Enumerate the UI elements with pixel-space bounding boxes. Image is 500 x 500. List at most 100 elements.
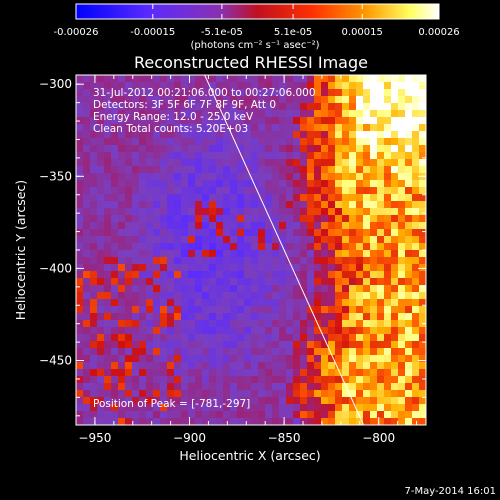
- heatmap-cell: [307, 334, 315, 342]
- heatmap-cell: [223, 418, 231, 425]
- heatmap-cell: [377, 187, 385, 195]
- heatmap-cell: [377, 166, 385, 174]
- heatmap-cell: [174, 222, 182, 230]
- heatmap-cell: [181, 229, 189, 237]
- heatmap-cell: [167, 145, 175, 153]
- heatmap-cell: [328, 348, 336, 356]
- heatmap-cell: [377, 390, 385, 398]
- heatmap-cell: [328, 110, 336, 118]
- heatmap-cell: [286, 82, 294, 90]
- heatmap-cell: [321, 278, 329, 286]
- heatmap-cell: [412, 299, 420, 307]
- heatmap-cell: [419, 152, 426, 160]
- colorbar-tick-label: -5.1e-05: [201, 27, 243, 38]
- heatmap-cell: [125, 103, 133, 111]
- heatmap-cell: [76, 397, 84, 405]
- heatmap-cell: [342, 411, 350, 419]
- heatmap-cell: [307, 159, 315, 167]
- heatmap-cell: [328, 201, 336, 209]
- heatmap-cell: [153, 306, 161, 314]
- heatmap-cell: [139, 299, 147, 307]
- heatmap-cell: [384, 299, 392, 307]
- heatmap-cell: [209, 278, 217, 286]
- heatmap-cell: [244, 278, 252, 286]
- heatmap-cell: [405, 264, 413, 272]
- heatmap-cell: [97, 390, 105, 398]
- heatmap-cell: [307, 145, 315, 153]
- heatmap-cell: [202, 138, 210, 146]
- heatmap-cell: [216, 180, 224, 188]
- heatmap-cell: [181, 320, 189, 328]
- heatmap-cell: [244, 131, 252, 139]
- heatmap-cell: [370, 299, 378, 307]
- heatmap-cell: [419, 404, 426, 412]
- heatmap-cell: [384, 341, 392, 349]
- heatmap-cell: [307, 117, 315, 125]
- heatmap-cell: [223, 229, 231, 237]
- heatmap-cell: [405, 124, 413, 132]
- heatmap-cell: [216, 299, 224, 307]
- heatmap-cell: [279, 264, 287, 272]
- heatmap-cell: [265, 75, 273, 83]
- heatmap-cell: [265, 306, 273, 314]
- heatmap-cell: [83, 180, 91, 188]
- heatmap-cell: [335, 271, 343, 279]
- heatmap-cell: [321, 404, 329, 412]
- heatmap-cell: [384, 355, 392, 363]
- heatmap-cell: [307, 313, 315, 321]
- heatmap-cell: [104, 313, 112, 321]
- heatmap-cell: [391, 229, 399, 237]
- heatmap-cell: [398, 320, 406, 328]
- heatmap-cell: [286, 222, 294, 230]
- heatmap-cell: [132, 194, 140, 202]
- heatmap-cell: [104, 390, 112, 398]
- heatmap-cell: [342, 390, 350, 398]
- heatmap-cell: [153, 334, 161, 342]
- heatmap-cell: [167, 117, 175, 125]
- heatmap-cell: [412, 124, 420, 132]
- heatmap-cell: [377, 145, 385, 153]
- heatmap-cell: [314, 180, 322, 188]
- heatmap-cell: [363, 166, 371, 174]
- heatmap-cell: [321, 187, 329, 195]
- heatmap-cell: [125, 397, 133, 405]
- heatmap-cell: [195, 362, 203, 370]
- heatmap-cell: [160, 138, 168, 146]
- heatmap-cell: [286, 131, 294, 139]
- heatmap-cell: [286, 369, 294, 377]
- heatmap-cell: [104, 138, 112, 146]
- heatmap-cell: [237, 397, 245, 405]
- heatmap-cell: [90, 159, 98, 167]
- heatmap-cell: [181, 243, 189, 251]
- heatmap-cell: [405, 229, 413, 237]
- heatmap-cell: [349, 404, 357, 412]
- heatmap-cell: [230, 306, 238, 314]
- heatmap-cell: [391, 166, 399, 174]
- heatmap-cell: [405, 278, 413, 286]
- heatmap-cell: [195, 418, 203, 425]
- heatmap-cell: [97, 103, 105, 111]
- heatmap-cell: [412, 110, 420, 118]
- heatmap-cell: [300, 215, 308, 223]
- heatmap-cell: [202, 390, 210, 398]
- heatmap-cell: [370, 180, 378, 188]
- heatmap-cell: [181, 208, 189, 216]
- heatmap-cell: [174, 145, 182, 153]
- heatmap-cell: [349, 110, 357, 118]
- heatmap-cell: [349, 159, 357, 167]
- heatmap-cell: [328, 278, 336, 286]
- y-tick-label: −450: [39, 354, 72, 368]
- heatmap-cell: [76, 362, 84, 370]
- heatmap-cell: [237, 117, 245, 125]
- heatmap-cell: [342, 334, 350, 342]
- heatmap-cell: [244, 404, 252, 412]
- heatmap-cell: [174, 201, 182, 209]
- heatmap-cell: [272, 82, 280, 90]
- heatmap-cell: [391, 250, 399, 258]
- heatmap-cell: [342, 145, 350, 153]
- heatmap-cell: [356, 201, 364, 209]
- heatmap-cell: [286, 138, 294, 146]
- heatmap-cell: [300, 180, 308, 188]
- heatmap-cell: [188, 271, 196, 279]
- heatmap-cell: [174, 271, 182, 279]
